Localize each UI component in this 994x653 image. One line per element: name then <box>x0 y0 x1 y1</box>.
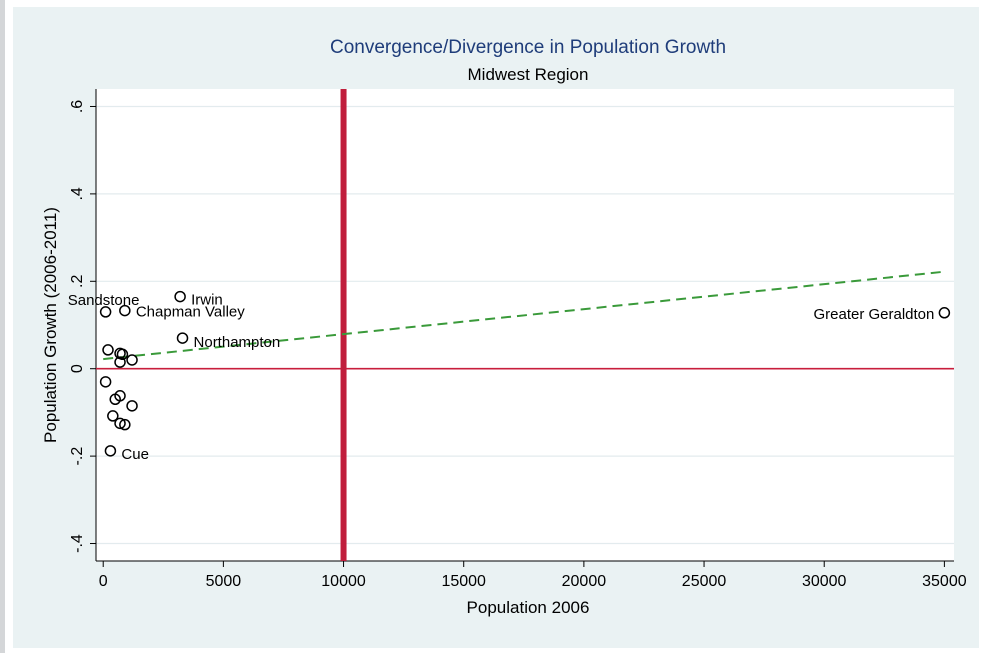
data-point <box>119 304 131 317</box>
x-tick-label: 0 <box>99 573 108 590</box>
data-point <box>102 344 114 356</box>
y-tick-label: .6 <box>69 100 86 113</box>
x-tick-label: 20000 <box>562 573 607 590</box>
y-tick-label: -.2 <box>69 447 86 466</box>
x-tick-label: 15000 <box>441 573 486 590</box>
data-point <box>99 306 112 318</box>
data-point <box>114 356 126 368</box>
data-point <box>116 348 129 361</box>
x-tick-label: 10000 <box>321 573 366 590</box>
data-point <box>99 376 112 388</box>
point-label: Sandstone <box>68 292 140 309</box>
data-point <box>114 417 126 430</box>
data-point <box>119 418 131 431</box>
data-point <box>104 445 117 457</box>
data-point <box>938 307 951 319</box>
data-point <box>174 290 186 303</box>
x-axis-label: Population 2006 <box>467 598 590 617</box>
x-tick-label: 5000 <box>206 573 242 590</box>
x-tick-label: 30000 <box>802 573 847 590</box>
point-label: Cue <box>121 446 149 463</box>
point-label: Northampton <box>194 334 281 351</box>
fit-line <box>103 270 945 361</box>
data-point <box>126 354 138 366</box>
left-border <box>0 0 5 653</box>
data-point <box>176 332 189 344</box>
x-tick-label: 25000 <box>682 573 727 590</box>
chart-title: Convergence/Divergence in Population Gro… <box>330 37 726 58</box>
point-label: Irwin <box>191 292 223 309</box>
y-tick-label: -.4 <box>69 534 86 553</box>
chart-subtitle: Midwest Region <box>468 65 589 84</box>
point-label: Chapman Valley <box>136 304 245 321</box>
y-tick-label: .2 <box>69 275 86 288</box>
y-axis-label: Population Growth (2006-2011) <box>41 207 60 443</box>
plot-background <box>96 89 954 561</box>
plot-area: 0 5000 10000 15000 20000 25000 30000 35000 -.4 -.… <box>68 89 967 590</box>
y-tick-label: 0 <box>69 364 86 373</box>
y-tick-label: .4 <box>69 187 86 200</box>
data-point <box>107 410 119 422</box>
data-point <box>114 390 126 402</box>
point-label: Greater Geraldton <box>813 306 934 323</box>
data-point <box>126 400 138 412</box>
x-tick-label: 35000 <box>922 573 967 590</box>
